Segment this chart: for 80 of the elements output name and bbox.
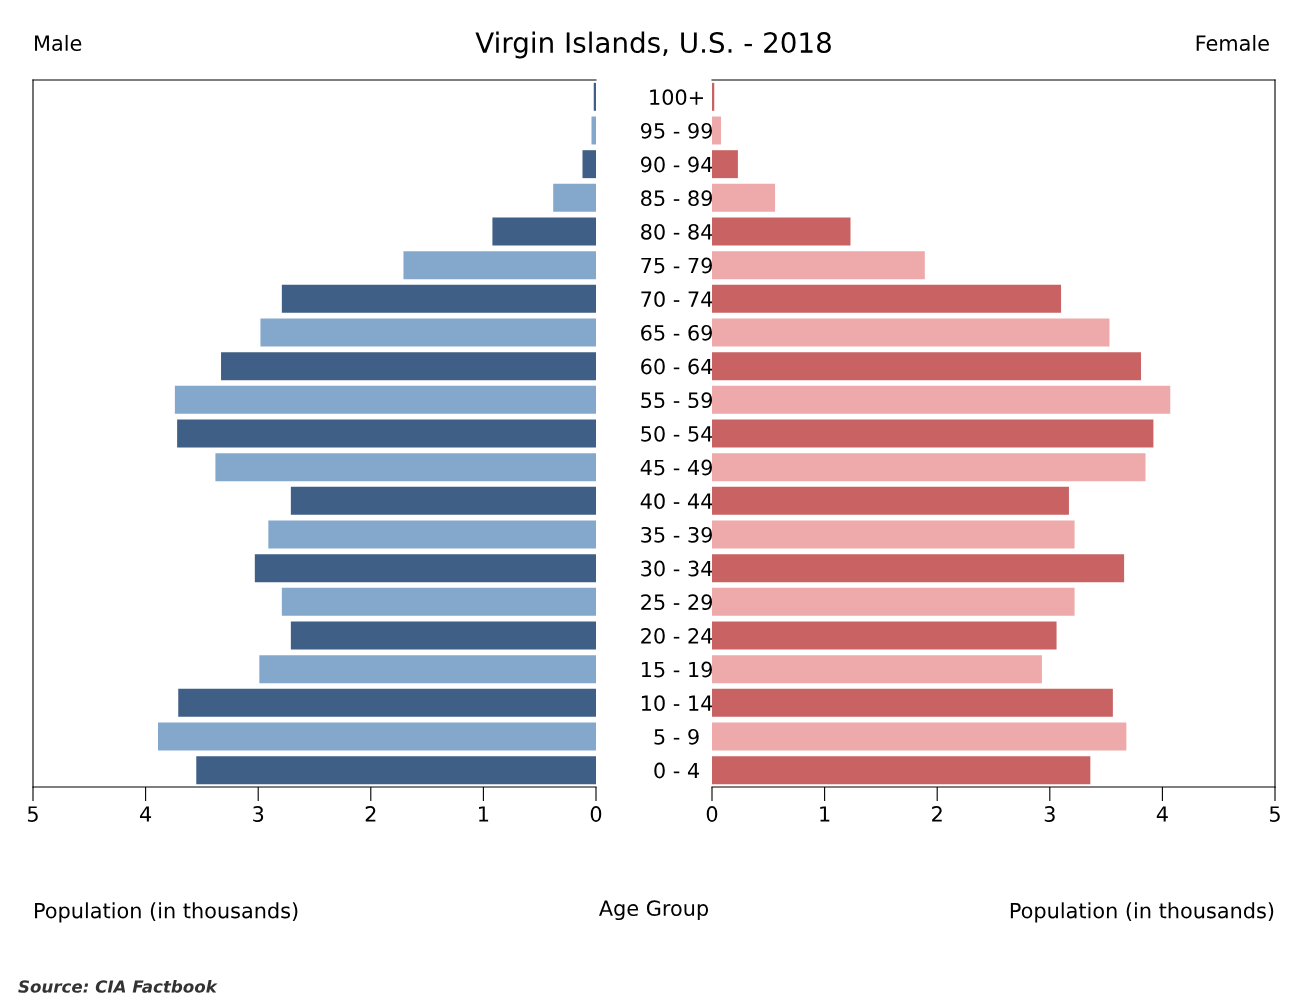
x-tick-label: 4	[139, 806, 152, 822]
y-tick-label: 85 - 89	[641, 190, 712, 207]
bar	[254, 554, 596, 583]
x-tick-label: 0	[706, 806, 718, 822]
source-note: Source: CIA Factbook	[18, 979, 218, 993]
y-tick-label: 10 - 14	[641, 695, 713, 712]
bar	[712, 486, 1069, 515]
y-tick-label: 50 - 54	[641, 425, 713, 442]
y-tick-label: 20 - 24	[641, 627, 713, 644]
x-tick-label: 3	[253, 806, 264, 822]
bar	[712, 251, 925, 280]
y-axis-title: Age Group	[599, 900, 709, 921]
bar	[281, 587, 596, 616]
bar	[582, 150, 596, 179]
bar	[712, 688, 1113, 717]
x-tick-label: 5	[27, 806, 38, 822]
bar	[281, 284, 596, 313]
bar	[712, 116, 722, 145]
y-tick-label: 0 - 4	[654, 762, 700, 779]
x-tick-label: 2	[932, 806, 942, 822]
y-tick-label: 70 - 74	[641, 291, 713, 308]
bar	[712, 554, 1125, 583]
y-tick-label: 5 - 9	[654, 728, 699, 745]
y-tick-label: 90 - 94	[640, 156, 713, 173]
x-tick-label: 1	[820, 806, 830, 822]
y-tick-label: 65 - 69	[641, 324, 712, 341]
bar	[712, 419, 1154, 448]
bar	[260, 318, 596, 347]
bar	[712, 453, 1146, 482]
bar	[712, 183, 776, 212]
y-tick-label: 15 - 19	[641, 661, 712, 678]
bar	[712, 520, 1075, 549]
bar	[712, 284, 1062, 313]
bar	[553, 183, 596, 212]
bar	[712, 655, 1042, 684]
x-tick-label: 2	[365, 806, 376, 822]
bar	[712, 150, 738, 179]
y-tick-label: 55 - 59	[641, 392, 712, 409]
y-tick-label: 35 - 39	[641, 526, 712, 543]
text: Female	[1196, 34, 1269, 52]
y-tick-label: 95 - 99	[640, 122, 712, 139]
y-tick-label: 40 - 44	[640, 493, 713, 510]
bar	[196, 756, 596, 785]
bar	[178, 688, 596, 717]
bar	[290, 621, 596, 650]
bar	[712, 722, 1127, 751]
x-tick-label: 4	[1156, 806, 1168, 822]
bar	[712, 217, 851, 246]
x-tick-label: 1	[479, 806, 489, 822]
bar	[215, 453, 596, 482]
bar	[290, 486, 596, 515]
bar	[174, 385, 596, 414]
bar	[403, 251, 596, 280]
bar	[492, 217, 596, 246]
bar	[221, 352, 596, 381]
x-axis-title: Population (in thousands)	[1010, 902, 1274, 923]
text: Male	[35, 34, 82, 52]
y-tick-label: 100+	[650, 89, 703, 106]
x-tick-label: 0	[590, 806, 602, 822]
bar	[591, 116, 596, 145]
bar	[157, 722, 596, 751]
bar	[712, 621, 1057, 650]
bar	[712, 756, 1091, 785]
y-tick-label: 80 - 84	[641, 223, 713, 240]
bar	[712, 587, 1075, 616]
text: Virgin Islands, U.S. - 2018	[475, 31, 831, 59]
bar	[712, 385, 1171, 414]
bar	[712, 318, 1110, 347]
bar	[177, 419, 596, 448]
y-tick-label: 45 - 49	[640, 459, 712, 476]
bar	[259, 655, 596, 684]
x-tick-label: 5	[1269, 806, 1280, 822]
bar	[712, 352, 1142, 381]
x-tick-label: 3	[1044, 806, 1055, 822]
x-axis-title: Population (in thousands)	[35, 902, 298, 923]
bar	[268, 520, 596, 549]
y-tick-label: 75 - 79	[641, 257, 712, 274]
y-tick-label: 30 - 34	[641, 560, 713, 577]
y-tick-label: 60 - 64	[641, 358, 713, 375]
y-tick-label: 25 - 29	[641, 594, 712, 611]
